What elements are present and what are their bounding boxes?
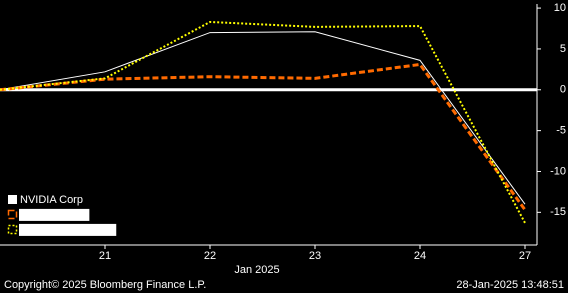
y-tick-label: 5 [560,43,566,55]
series-line [0,31,526,205]
x-tick-label: 22 [204,250,216,262]
x-tick-label: 21 [99,250,111,262]
legend-label: Arista Networks Inc [20,224,115,236]
x-tick-label: 24 [414,250,426,262]
series-line [0,62,527,211]
y-tick-label: -15 [550,206,566,218]
legend-swatch [7,209,18,220]
legend-label: Broadcom Inc [20,209,88,221]
series-line [0,20,526,224]
y-tick-label: 0 [560,84,566,96]
legend-swatch [8,195,17,204]
legend-label: NVIDIA Corp [20,194,83,206]
legend-label-bg [19,208,90,221]
y-tick-label: -10 [550,165,566,177]
x-tick-label: 27 [519,250,531,262]
x-axis-label: Jan 2025 [234,264,279,276]
legend-label-bg [19,223,117,236]
legend-swatch [7,224,18,235]
y-tick-label: -5 [556,125,566,137]
x-tick-label: 23 [309,250,321,262]
footer-copyright: Copyright© 2025 Bloomberg Finance L.P. [4,279,206,291]
y-tick-label: 10 [554,2,566,14]
footer-timestamp: 28-Jan-2025 13:48:51 [456,279,564,291]
